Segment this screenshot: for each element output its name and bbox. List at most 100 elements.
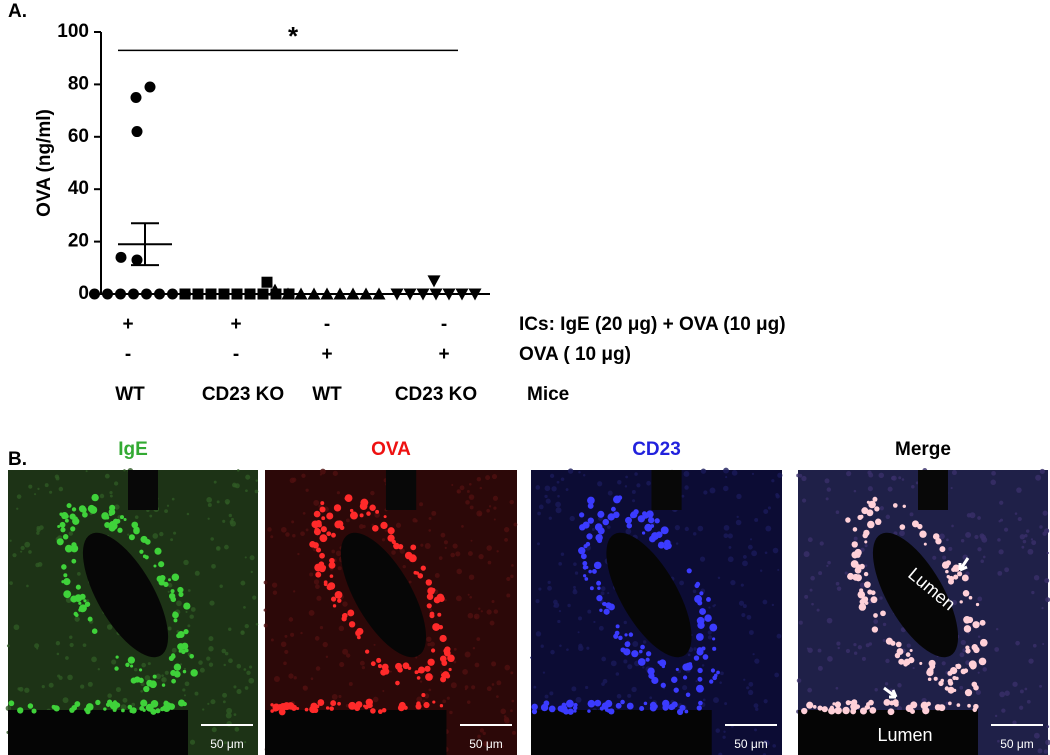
texture xyxy=(506,576,511,582)
texture xyxy=(194,691,199,696)
stain xyxy=(150,700,159,708)
texture xyxy=(213,480,217,484)
stain xyxy=(629,705,633,709)
texture xyxy=(28,484,33,489)
point xyxy=(390,288,404,301)
texture xyxy=(616,693,622,699)
texture xyxy=(456,568,463,575)
texture xyxy=(1021,545,1025,549)
texture xyxy=(420,543,424,547)
texture xyxy=(236,663,242,669)
texture xyxy=(950,486,953,490)
texture xyxy=(741,612,746,618)
texture xyxy=(763,739,768,744)
texture xyxy=(182,688,186,692)
texture xyxy=(1012,720,1017,725)
texture xyxy=(982,667,988,672)
stain xyxy=(889,700,895,706)
stain xyxy=(594,699,602,707)
texture xyxy=(480,610,483,613)
stain xyxy=(859,588,864,593)
condition-mark: - xyxy=(125,344,131,365)
stain xyxy=(103,707,107,711)
texture xyxy=(720,671,724,676)
stain xyxy=(183,629,189,635)
stain xyxy=(697,621,705,629)
texture xyxy=(591,528,595,532)
texture xyxy=(346,653,351,658)
stain xyxy=(189,654,194,659)
texture xyxy=(187,589,191,592)
stain xyxy=(433,596,441,604)
texture xyxy=(730,579,736,586)
texture xyxy=(280,641,287,648)
texture xyxy=(549,473,555,478)
stain xyxy=(548,705,556,713)
stain xyxy=(929,663,936,670)
texture xyxy=(97,668,100,671)
texture xyxy=(977,671,980,674)
stain xyxy=(71,542,77,548)
texture xyxy=(428,688,432,692)
stain xyxy=(939,546,946,553)
texture xyxy=(300,531,305,537)
texture xyxy=(567,468,574,474)
stain xyxy=(84,601,91,607)
texture xyxy=(885,514,891,520)
texture xyxy=(465,500,470,505)
texture xyxy=(36,525,41,530)
texture xyxy=(478,607,481,610)
texture xyxy=(49,490,53,494)
texture xyxy=(159,531,164,537)
stain xyxy=(144,555,149,560)
texture xyxy=(974,534,979,540)
stain xyxy=(712,637,716,641)
texture xyxy=(695,680,698,683)
stain xyxy=(178,699,186,707)
stain xyxy=(142,708,146,712)
texture xyxy=(827,656,833,662)
stain xyxy=(850,702,859,711)
texture xyxy=(228,658,233,664)
stain xyxy=(945,569,949,574)
stain xyxy=(330,700,337,707)
x-tick-label: WT xyxy=(312,384,342,405)
texture xyxy=(399,548,405,554)
texture xyxy=(1014,512,1018,515)
stain xyxy=(628,632,634,637)
texture xyxy=(853,643,857,647)
texture xyxy=(80,684,85,689)
stain xyxy=(643,701,648,706)
texture xyxy=(504,527,510,533)
texture xyxy=(748,681,754,687)
stain xyxy=(854,574,862,582)
texture xyxy=(173,531,177,535)
stain xyxy=(147,705,154,712)
texture xyxy=(544,694,549,699)
stain xyxy=(845,517,851,523)
texture xyxy=(491,661,497,667)
stain xyxy=(955,664,959,668)
texture xyxy=(727,556,734,563)
texture xyxy=(999,691,1006,698)
stain xyxy=(626,522,633,529)
stain xyxy=(423,701,430,709)
stain xyxy=(587,502,594,509)
texture xyxy=(727,533,733,539)
stain xyxy=(119,515,125,520)
texture xyxy=(6,644,10,648)
texture xyxy=(693,647,697,651)
stain xyxy=(953,574,959,580)
stain xyxy=(848,700,853,705)
texture xyxy=(601,656,607,662)
texture xyxy=(951,470,957,476)
texture xyxy=(234,726,240,732)
texture xyxy=(62,697,69,704)
texture xyxy=(646,480,651,486)
texture xyxy=(438,556,443,560)
texture xyxy=(461,525,464,528)
texture xyxy=(113,481,119,486)
stain xyxy=(597,510,605,518)
y-axis-label: OVA (ng/ml) xyxy=(34,109,55,217)
texture xyxy=(846,470,852,477)
